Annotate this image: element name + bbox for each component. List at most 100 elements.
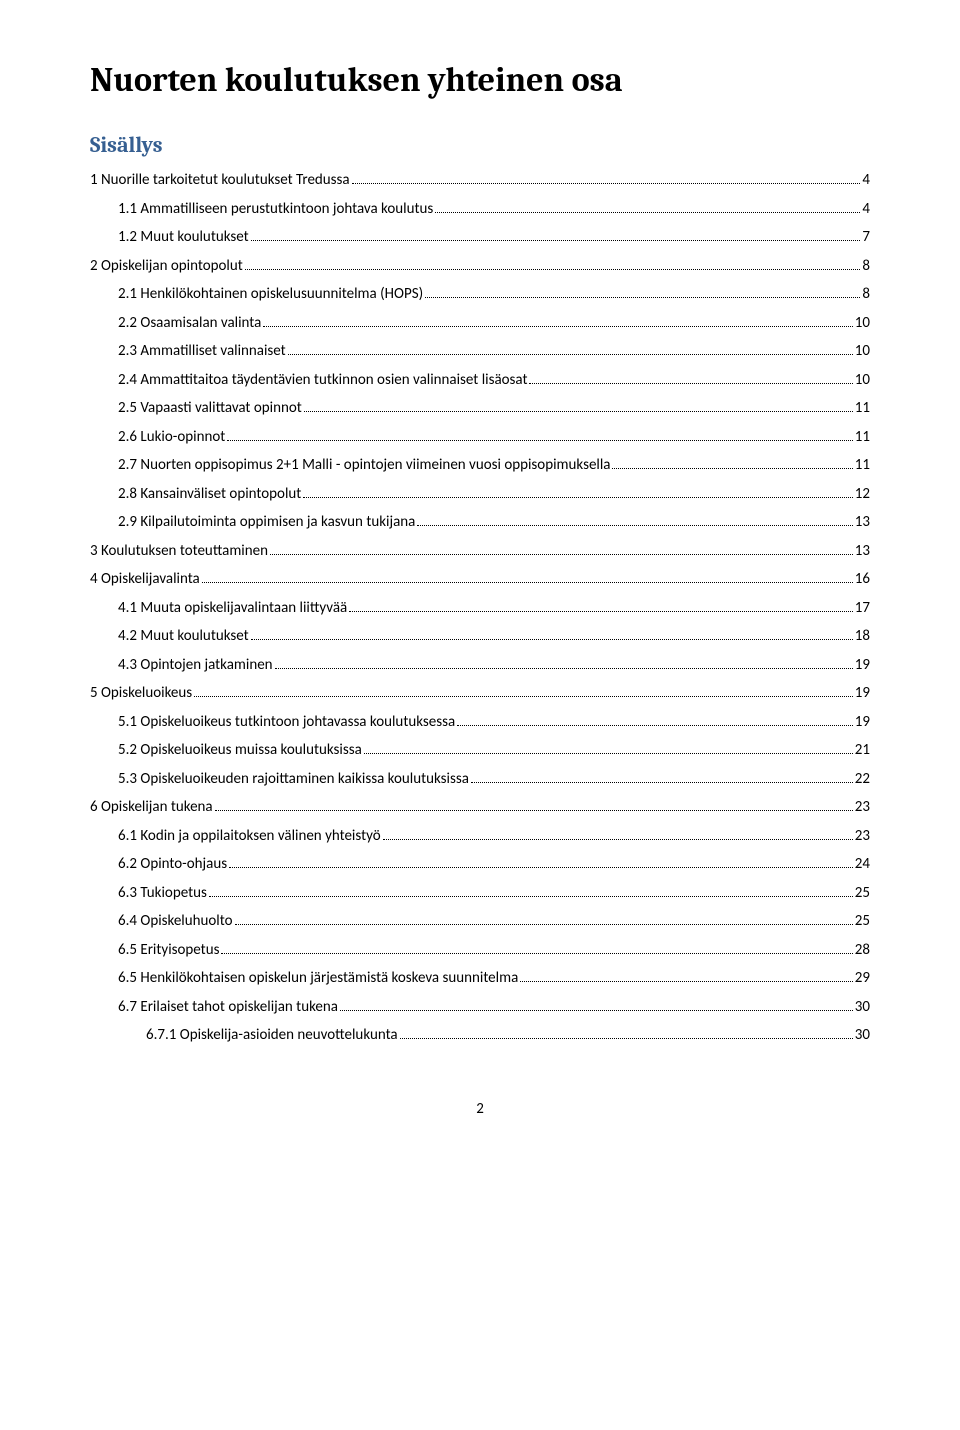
toc-entry-label: 5.3 Opiskeluoikeuden rajoittaminen kaiki… [118,765,469,794]
toc-leader [529,383,852,384]
toc-entry-label: 6.7.1 Opiskelija-asioiden neuvottelukunt… [146,1021,398,1050]
toc-leader [457,725,853,726]
toc-entry-label: 6.7 Erilaiset tahot opiskelijan tukena [118,993,338,1022]
toc-entry[interactable]: 6.4 Opiskeluhuolto 25 [90,907,870,936]
toc-leader [235,924,853,925]
toc-leader [215,810,853,811]
toc-entry-label: 3 Koulutuksen toteuttaminen [90,537,268,566]
toc-leader [612,468,852,469]
toc-entry-label: 6.5 Henkilökohtaisen opiskelun järjestäm… [118,964,518,993]
toc-entry-page: 23 [855,822,870,851]
toc-entry-label: 6.5 Erityisopetus [118,936,219,965]
toc-entry[interactable]: 5.3 Opiskeluoikeuden rajoittaminen kaiki… [90,765,870,794]
toc-entry-label: 6.4 Opiskeluhuolto [118,907,233,936]
toc-entry-page: 28 [855,936,870,965]
toc-leader [209,896,853,897]
toc-entry-label: 4.2 Muut koulutukset [118,622,249,651]
toc-entry-label: 4.1 Muuta opiskelijavalintaan liittyvää [118,594,347,623]
toc-entry-page: 7 [862,223,870,252]
toc-leader [229,867,853,868]
toc-entry-label: 6.2 Opinto-ohjaus [118,850,227,879]
toc-entry[interactable]: 2.5 Vapaasti valittavat opinnot 11 [90,394,870,423]
toc-leader [304,411,853,412]
toc-entry[interactable]: 6.7 Erilaiset tahot opiskelijan tukena 3… [90,993,870,1022]
toc-entry[interactable]: 1 Nuorille tarkoitetut koulutukset Tredu… [90,166,870,195]
toc-entry[interactable]: 5 Opiskeluoikeus 19 [90,679,870,708]
toc-entry[interactable]: 6.1 Kodin ja oppilaitoksen välinen yhtei… [90,822,870,851]
page-number: 2 [90,1100,870,1118]
toc-entry-page: 22 [855,765,870,794]
toc-entry-label: 2.6 Lukio-opinnot [118,423,225,452]
toc-leader [194,696,853,697]
toc-entry-page: 10 [855,309,870,338]
toc-leader [520,981,853,982]
toc-entry[interactable]: 5.2 Opiskeluoikeus muissa koulutuksissa … [90,736,870,765]
page-container: Nuorten koulutuksen yhteinen osa Sisälly… [0,0,960,1158]
toc-entry-page: 23 [855,793,870,822]
toc-entry[interactable]: 4.3 Opintojen jatkaminen 19 [90,651,870,680]
toc-entry-page: 21 [855,736,870,765]
toc-entry[interactable]: 2.2 Osaamisalan valinta 10 [90,309,870,338]
toc-entry[interactable]: 6.5 Henkilökohtaisen opiskelun järjestäm… [90,964,870,993]
toc-list: 1 Nuorille tarkoitetut koulutukset Tredu… [90,166,870,1050]
toc-leader [270,554,853,555]
toc-entry-page: 18 [855,622,870,651]
toc-entry-label: 5.1 Opiskeluoikeus tutkintoon johtavassa… [118,708,455,737]
toc-leader [303,497,852,498]
toc-entry[interactable]: 6.5 Erityisopetus 28 [90,936,870,965]
toc-entry[interactable]: 1.1 Ammatilliseen perustutkintoon johtav… [90,195,870,224]
toc-leader [400,1038,853,1039]
toc-entry-label: 6.3 Tukiopetus [118,879,207,908]
toc-entry[interactable]: 5.1 Opiskeluoikeus tutkintoon johtavassa… [90,708,870,737]
toc-entry[interactable]: 2.7 Nuorten oppisopimus 2+1 Malli - opin… [90,451,870,480]
toc-leader [352,183,861,184]
toc-leader [263,326,852,327]
toc-leader [275,668,853,669]
toc-entry-page: 11 [855,394,870,423]
toc-entry[interactable]: 6.2 Opinto-ohjaus 24 [90,850,870,879]
toc-entry[interactable]: 6.3 Tukiopetus 25 [90,879,870,908]
toc-entry[interactable]: 2.6 Lukio-opinnot 11 [90,423,870,452]
toc-entry[interactable]: 6 Opiskelijan tukena 23 [90,793,870,822]
toc-entry[interactable]: 4 Opiskelijavalinta 16 [90,565,870,594]
toc-entry[interactable]: 2.3 Ammatilliset valinnaiset 10 [90,337,870,366]
toc-entry-label: 2.1 Henkilökohtainen opiskelusuunnitelma… [118,280,423,309]
toc-leader [417,525,852,526]
toc-entry[interactable]: 3 Koulutuksen toteuttaminen 13 [90,537,870,566]
document-title: Nuorten koulutuksen yhteinen osa [90,60,870,100]
toc-entry-page: 19 [855,651,870,680]
toc-entry-label: 5 Opiskeluoikeus [90,679,192,708]
toc-entry[interactable]: 4.1 Muuta opiskelijavalintaan liittyvää … [90,594,870,623]
toc-entry[interactable]: 2.8 Kansainväliset opintopolut 12 [90,480,870,509]
toc-entry-label: 2.4 Ammattitaitoa täydentävien tutkinnon… [118,366,527,395]
toc-entry[interactable]: 2 Opiskelijan opintopolut 8 [90,252,870,281]
toc-entry-page: 10 [855,366,870,395]
toc-entry-page: 4 [862,195,870,224]
toc-entry-page: 10 [855,337,870,366]
toc-entry-label: 1 Nuorille tarkoitetut koulutukset Tredu… [90,166,350,195]
toc-leader [245,269,861,270]
toc-entry-page: 19 [855,679,870,708]
toc-entry[interactable]: 2.1 Henkilökohtainen opiskelusuunnitelma… [90,280,870,309]
toc-entry-page: 24 [855,850,870,879]
toc-entry-label: 6 Opiskelijan tukena [90,793,213,822]
toc-entry-page: 16 [855,565,870,594]
toc-entry-page: 4 [862,166,870,195]
toc-entry-page: 12 [855,480,870,509]
toc-entry[interactable]: 1.2 Muut koulutukset 7 [90,223,870,252]
toc-entry-page: 17 [855,594,870,623]
toc-entry-page: 13 [855,508,870,537]
toc-entry[interactable]: 2.9 Kilpailutoiminta oppimisen ja kasvun… [90,508,870,537]
toc-entry-label: 5.2 Opiskeluoikeus muissa koulutuksissa [118,736,362,765]
toc-entry-page: 25 [855,879,870,908]
toc-entry-label: 6.1 Kodin ja oppilaitoksen välinen yhtei… [118,822,381,851]
toc-entry-label: 1.1 Ammatilliseen perustutkintoon johtav… [118,195,433,224]
toc-leader [221,953,852,954]
toc-entry-page: 19 [855,708,870,737]
toc-entry[interactable]: 2.4 Ammattitaitoa täydentävien tutkinnon… [90,366,870,395]
toc-entry[interactable]: 6.7.1 Opiskelija-asioiden neuvottelukunt… [90,1021,870,1050]
toc-entry-page: 30 [855,993,870,1022]
toc-leader [383,839,853,840]
toc-entry[interactable]: 4.2 Muut koulutukset 18 [90,622,870,651]
toc-entry-label: 2.5 Vapaasti valittavat opinnot [118,394,302,423]
